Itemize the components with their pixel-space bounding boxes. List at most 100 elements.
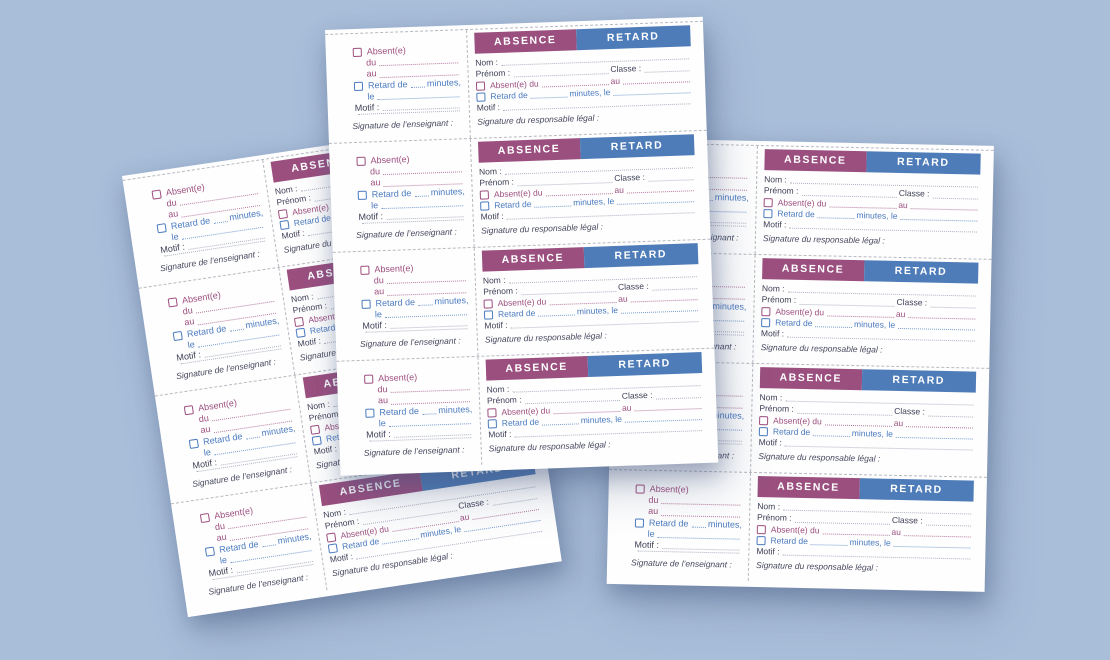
ticket-header-bar: ABSENCE RETARD (759, 367, 977, 393)
retard-checkbox (361, 299, 371, 309)
form-au-label: au (459, 511, 470, 523)
retard-checkbox (761, 318, 771, 328)
retard-header-cell: RETARD (863, 260, 979, 284)
stub-absent-label: Absent(e) (649, 483, 689, 495)
dotted-line (908, 317, 976, 320)
dotted-line (910, 208, 978, 211)
form-minutes-le-label: minutes, le (849, 536, 891, 548)
retard-checkbox (763, 209, 773, 219)
absence-checkbox (151, 189, 162, 200)
retard-checkbox (188, 438, 199, 449)
form-motif-label: Motif : (484, 319, 508, 331)
absence-checkbox (756, 524, 766, 535)
form-motif-label: Motif : (480, 211, 504, 222)
absence-checkbox (483, 299, 493, 309)
stub-retard-label: Retard de (375, 296, 416, 309)
stub-du-label: du (373, 275, 384, 286)
stub-au-label: au (648, 506, 659, 517)
form-classe-label: Classe : (621, 390, 653, 402)
dotted-line (787, 337, 975, 343)
form-signature-label: Signature du responsable légal : (760, 342, 883, 356)
dotted-line (826, 315, 894, 318)
form-prenom-label: Prénom : (756, 512, 792, 524)
parent-form: ABSENCE RETARD Nom : Prénom : Classe : A… (469, 130, 711, 247)
form-motif-label: Motif : (758, 437, 782, 448)
absence-header-cell: ABSENCE (759, 367, 862, 391)
teacher-stub: Absent(e) du au Retard de minutes, le (325, 30, 470, 143)
form-minutes-le-label: minutes, le (856, 209, 898, 221)
form-classe-label: Classe : (898, 188, 930, 199)
absence-checkbox (183, 405, 194, 416)
teacher-stub: Absent(e) du au Retard de minutes, le (333, 248, 478, 361)
retard-checkbox (758, 427, 768, 437)
absence-checkbox (352, 47, 362, 58)
form-motif-label: Motif : (313, 443, 338, 457)
form-absent-label: Absent(e) du (489, 78, 539, 90)
stub-signature-label: Signature de l’enseignant : (359, 335, 461, 350)
ticket-header-bar: ABSENCE RETARD (764, 149, 981, 175)
stub-minutes-label: minutes, (426, 76, 462, 89)
stub-au-label: au (370, 177, 381, 188)
teacher-stub: Absent(e) du au Retard de minutes, le (139, 268, 294, 396)
form-minutes-le-label: minutes, le (580, 413, 623, 426)
dotted-line (661, 548, 740, 551)
form-classe-label: Classe : (610, 63, 642, 75)
dotted-line (893, 546, 971, 549)
ticket-row: Absent(e) du au Retard de minutes, le (606, 468, 987, 586)
form-nom-label: Nom : (475, 56, 499, 68)
retard-checkbox (365, 408, 375, 418)
form-prenom-label: Prénom : (761, 294, 797, 306)
parent-form: ABSENCE RETARD Nom : Prénom : Classe : A… (466, 21, 707, 139)
form-au-label: au (610, 75, 621, 86)
dotted-line (648, 178, 694, 182)
form-nom-label: Nom : (764, 174, 787, 185)
form-motif-label: Motif : (488, 428, 512, 440)
absence-checkbox (293, 316, 305, 327)
form-au-label: au (895, 308, 906, 319)
stub-le-label: le (378, 417, 386, 429)
retard-checkbox (204, 546, 216, 557)
dotted-line (927, 415, 974, 418)
dotted-line (822, 533, 890, 536)
absence-header-cell: ABSENCE (481, 247, 584, 272)
form-retard-label: Retard de (775, 317, 813, 329)
absence-checkbox (487, 408, 497, 418)
form-retard-label: Retard de (777, 208, 815, 220)
stub-minutes-label: minutes, (714, 191, 749, 203)
stub-le-label: le (367, 91, 375, 102)
absence-checkbox (761, 306, 771, 317)
teacher-stub: Absent(e) du au Retard de minutes, le (337, 357, 482, 470)
dotted-line (421, 413, 437, 415)
teacher-stub: Absent(e) du au Retard de minutes, le (329, 139, 474, 252)
stub-minutes-label: minutes, (707, 518, 743, 530)
form-au-label: au (614, 184, 624, 195)
dotted-line (895, 437, 973, 440)
form-prenom-label: Prénom : (763, 185, 799, 197)
form-motif-label: Motif : (329, 551, 354, 565)
stub-au-label: au (373, 286, 385, 297)
form-au-label: au (621, 402, 632, 413)
stub-signature-label: Signature de l’enseignant : (356, 226, 457, 241)
retard-checkbox (156, 222, 167, 234)
parent-form: ABSENCE RETARD Nom : Prénom : Classe : A… (754, 145, 994, 259)
stub-minutes-label: minutes, (438, 403, 473, 415)
dotted-line (534, 205, 572, 208)
ticket-header-bar: ABSENCE RETARD (757, 476, 974, 502)
retard-header-cell: RETARD (859, 478, 974, 502)
dotted-line (538, 314, 576, 317)
dotted-line (815, 326, 853, 329)
form-classe-label: Classe : (894, 406, 926, 417)
dotted-line (691, 526, 706, 528)
absence-header-cell: ABSENCE (757, 476, 860, 500)
form-absent-label: Absent(e) du (493, 187, 543, 199)
retard-checkbox (311, 435, 322, 446)
stub-signature-label: Signature de l’enseignant : (631, 557, 732, 570)
ticket-header-bar: ABSENCE RETARD (762, 258, 979, 284)
form-retard-label: Retard de (501, 416, 540, 428)
form-absent-label: Absent(e) du (497, 296, 547, 308)
form-motif-label: Motif : (756, 546, 780, 557)
stub-signature-label: Signature de l’enseignant : (363, 444, 465, 459)
absence-checkbox (364, 374, 374, 385)
stub-retard-label: Retard de (379, 405, 420, 417)
